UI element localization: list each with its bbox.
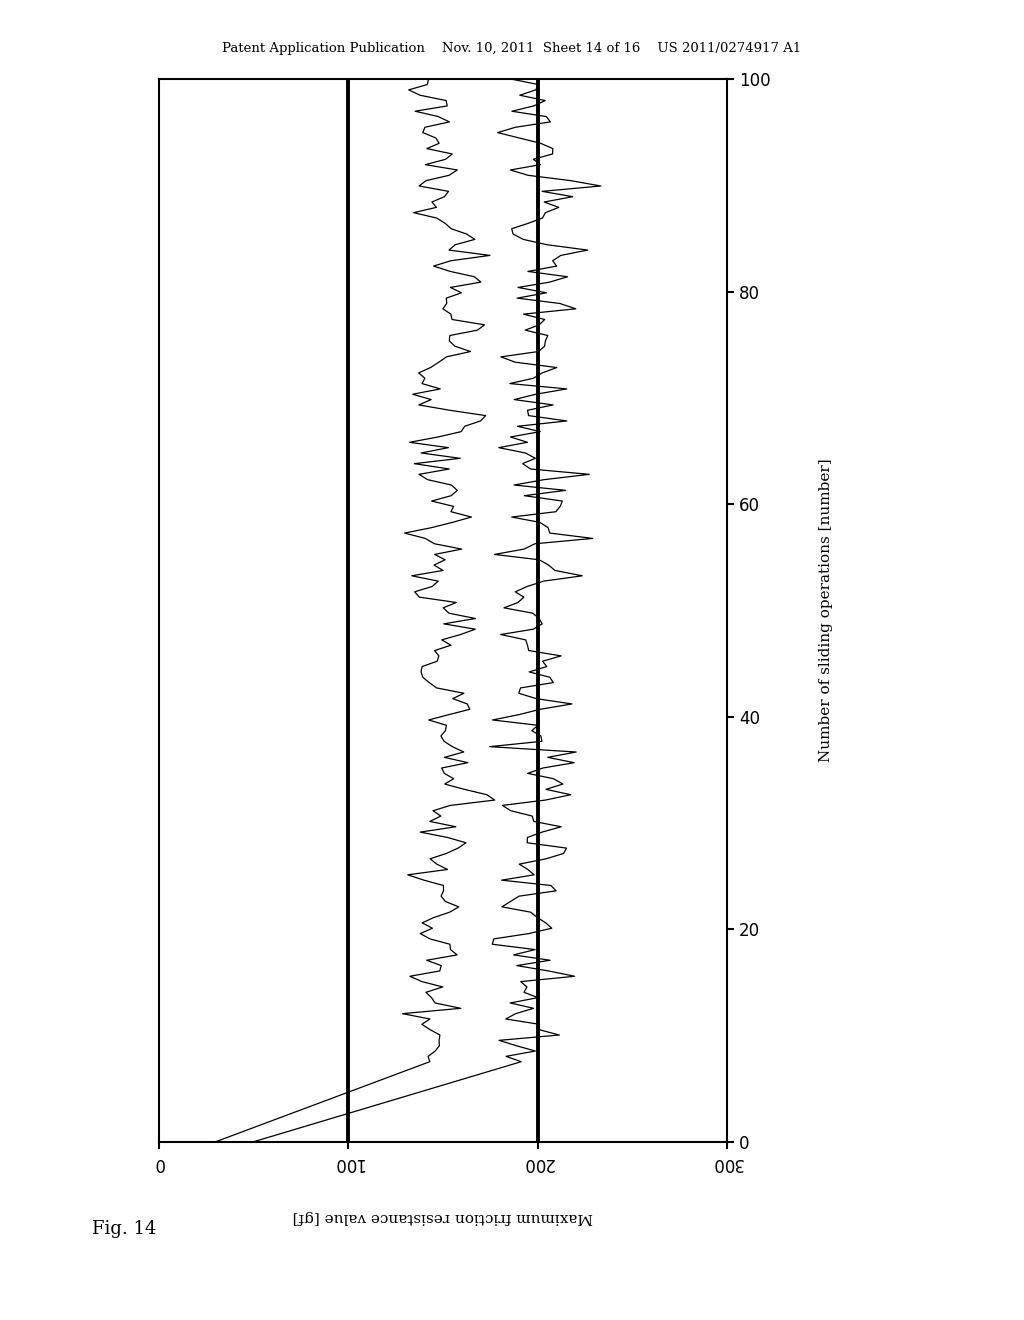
Y-axis label: Number of sliding operations [number]: Number of sliding operations [number] [819, 458, 834, 763]
Text: Patent Application Publication    Nov. 10, 2011  Sheet 14 of 16    US 2011/02749: Patent Application Publication Nov. 10, … [222, 42, 802, 55]
X-axis label: Maximum friction resistance value [gf]: Maximum friction resistance value [gf] [293, 1210, 593, 1225]
Text: Fig. 14: Fig. 14 [92, 1220, 157, 1238]
